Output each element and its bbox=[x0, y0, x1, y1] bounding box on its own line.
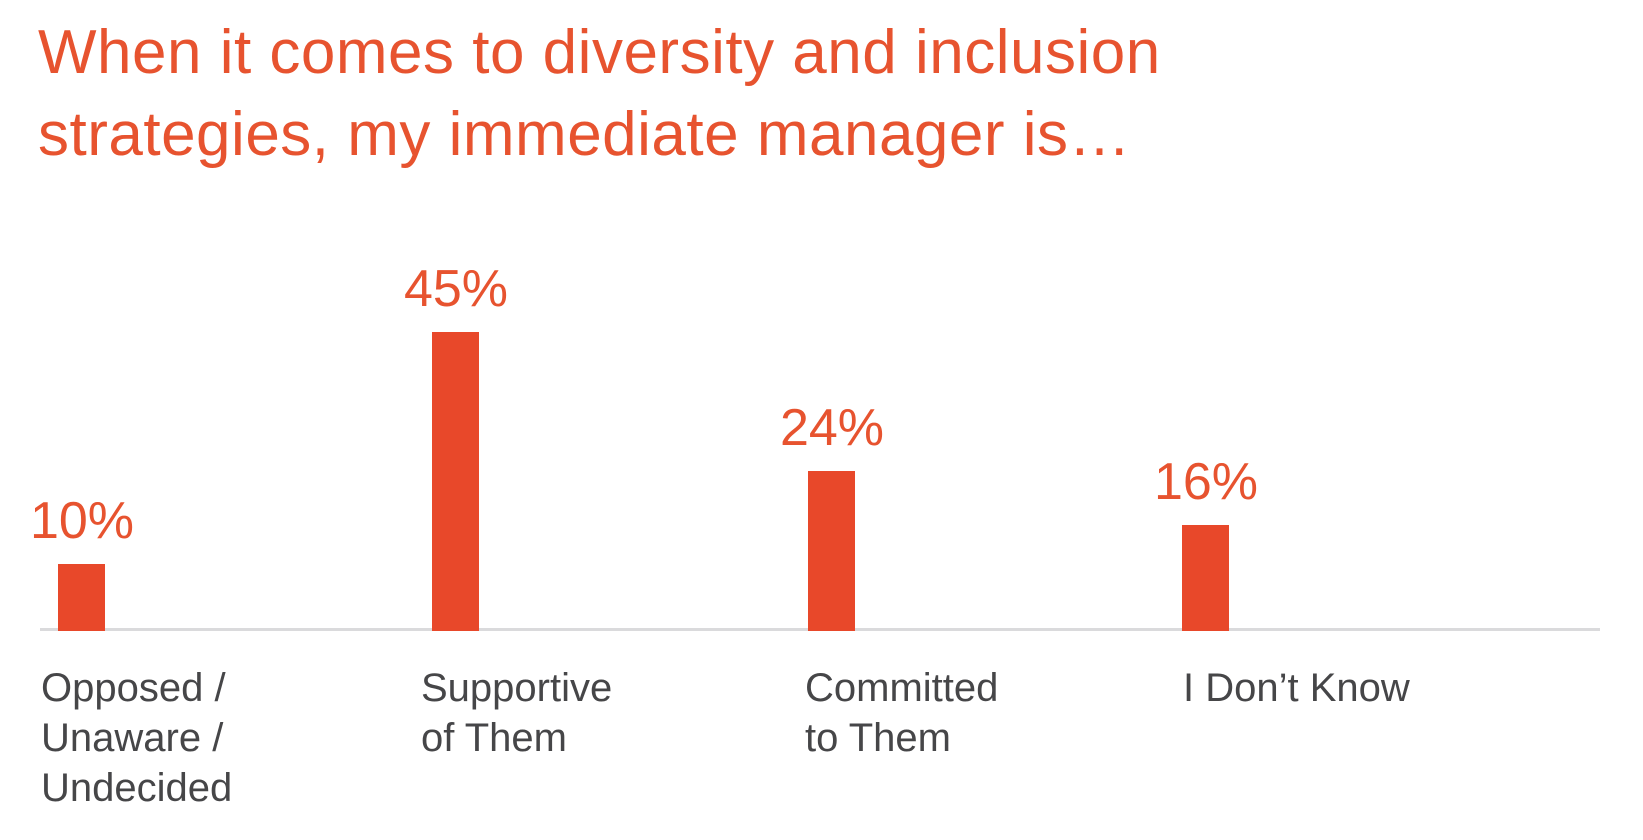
category-label-line: to Them bbox=[805, 716, 951, 760]
category-label-opposed-unaware-undecided: Opposed / Unaware / Undecided bbox=[41, 663, 232, 813]
bar-value-label: 45% bbox=[403, 260, 509, 319]
category-label-i-dont-know: I Don’t Know bbox=[1183, 663, 1410, 713]
chart-title: When it comes to diversity and inclusion… bbox=[38, 12, 1161, 176]
category-label-line: Supportive bbox=[421, 666, 613, 710]
category-label-line: Undecided bbox=[41, 766, 233, 810]
category-label-line: I Don’t Know bbox=[1183, 666, 1410, 710]
category-label-line: Committed bbox=[805, 666, 999, 710]
bar-value-label: 16% bbox=[1153, 453, 1259, 512]
bar-opposed-unaware-undecided bbox=[58, 564, 105, 631]
bar-value-label: 10% bbox=[29, 492, 135, 551]
bar-i-dont-know bbox=[1182, 525, 1229, 631]
category-label-supportive-of-them: Supportive of Them bbox=[421, 663, 612, 763]
chart-title-line-2: strategies, my immediate manager is… bbox=[38, 100, 1132, 169]
category-label-line: of Them bbox=[421, 716, 567, 760]
category-label-committed-to-them: Committed to Them bbox=[805, 663, 998, 763]
category-label-line: Opposed / bbox=[41, 666, 226, 710]
chart-title-line-1: When it comes to diversity and inclusion bbox=[38, 18, 1161, 87]
bar-committed-to-them bbox=[808, 471, 855, 631]
bar-supportive-of-them bbox=[432, 332, 479, 631]
category-label-line: Unaware / bbox=[41, 716, 224, 760]
bar-value-label: 24% bbox=[779, 399, 885, 458]
